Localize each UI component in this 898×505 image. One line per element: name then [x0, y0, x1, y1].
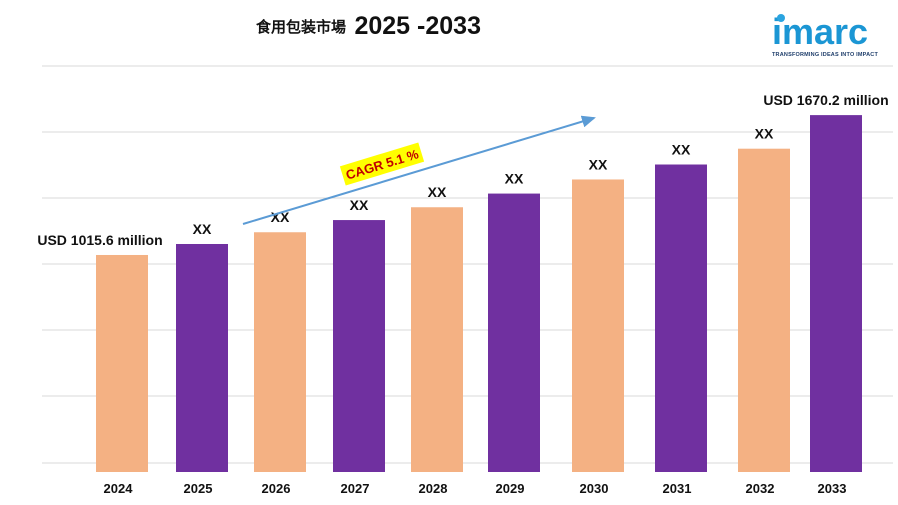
tick-label-2027: 2027: [341, 481, 370, 496]
tick-label-2032: 2032: [746, 481, 775, 496]
bar-2024: [96, 254, 148, 472]
data-label-2033: USD 1670.2 million: [763, 92, 888, 108]
bar-2025: [176, 243, 228, 472]
data-label-2032: XX: [755, 126, 774, 142]
bar-2028: [411, 207, 463, 472]
cagr-badge: CAGR 5.1 %: [339, 142, 425, 186]
cagr-arrow: [242, 115, 596, 225]
bar-2031: [655, 164, 707, 472]
bar-2029: [488, 193, 540, 473]
bar-2032: [738, 148, 790, 472]
title-year-range: 2025 -2033: [354, 12, 481, 40]
cagr-badge-background: [339, 142, 425, 186]
bars: [96, 115, 862, 473]
imarc-logo: imarc TRANSFORMING IDEAS INTO IMPACT: [772, 10, 884, 62]
tick-label-2031: 2031: [663, 481, 692, 496]
tick-label-2030: 2030: [580, 481, 609, 496]
data-label-2031: XX: [672, 142, 691, 158]
data-label-2024: USD 1015.6 million: [37, 232, 162, 248]
x-axis-tick-labels: 2024 2025 2026 2027 2028 2029 2030 2031 2032 2033: [104, 481, 847, 496]
chart-title: 食用包装市場 2025 -2033: [256, 12, 481, 41]
data-label-2025: XX: [193, 221, 212, 237]
logo-tagline: TRANSFORMING IDEAS INTO IMPACT: [772, 52, 879, 58]
bar-2026: [254, 232, 306, 472]
tick-label-2026: 2026: [262, 481, 291, 496]
bar-2033: [810, 115, 862, 473]
data-label-2029: XX: [505, 171, 524, 187]
data-label-2030: XX: [589, 156, 608, 172]
tick-label-2024: 2024: [104, 481, 134, 496]
tick-label-2025: 2025: [184, 481, 213, 496]
logo-wordmark: imarc: [772, 11, 869, 52]
tick-label-2028: 2028: [419, 481, 448, 496]
data-label-2028: XX: [428, 184, 447, 200]
tick-label-2029: 2029: [496, 481, 525, 496]
title-market-name: 食用包装市場: [256, 18, 347, 36]
bar-2030: [572, 179, 624, 472]
tick-label-2033: 2033: [818, 481, 847, 496]
bar-2027: [333, 220, 385, 472]
logo-dot-icon: [777, 14, 785, 22]
data-label-2027: XX: [350, 197, 369, 213]
